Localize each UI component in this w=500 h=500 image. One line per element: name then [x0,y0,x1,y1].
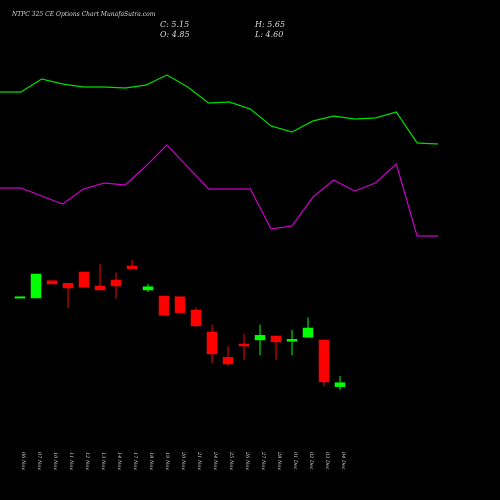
candle-body [62,283,74,289]
candle-body [158,295,170,316]
x-tick-label: 06 Nov [20,452,26,470]
candle-body [222,357,234,365]
indicator-line [0,74,439,145]
candle-body [174,296,186,313]
x-tick-label: 19 Nov [164,452,170,470]
candle-body [142,286,154,291]
x-tick-label: 20 Nov [180,451,186,470]
candle-body [270,335,282,343]
x-tick-label: 02 Dec [308,452,314,470]
x-tick-label: 03 Dec [324,452,330,470]
candle-body [126,265,138,269]
x-tick-label: 13 Nov [100,452,106,470]
candle-body [302,327,314,338]
indicator-line [0,144,438,237]
x-tick-label: 07 Nov [36,452,42,470]
x-tick-label: 14 Nov [116,452,122,470]
x-tick-label: 01 Dec [292,452,298,470]
x-tick-label: 17 Nov [132,452,138,470]
x-tick-label: 26 Nov [244,451,250,470]
candle-body [78,271,90,288]
x-tick-label: 10 Nov [52,452,58,470]
x-tick-label: 28 Nov [276,451,282,470]
x-tick-label: 11 Nov [68,452,74,470]
chart-title: NTPC 325 CE Options Chart MunafaSutra.co… [11,11,156,18]
candle-body [318,339,330,383]
x-tick-label: 18 Nov [148,452,154,470]
candle-body [190,309,202,327]
x-tick-label: 21 Nov [196,451,202,470]
close-label: C: 5.15 [160,20,189,29]
high-label: H: 5.65 [254,20,285,29]
candle-body [110,279,122,287]
candle-body [206,331,218,355]
x-tick-label: 12 Nov [84,452,90,470]
low-label: L: 4.60 [254,30,283,39]
candle-body [238,343,250,347]
x-tick-label: 04 Dec [340,452,346,470]
open-label: O: 4.85 [160,30,190,39]
x-tick-label: 24 Nov [212,451,218,470]
candle-body [46,280,58,285]
candle-body [30,273,42,299]
candle-body [334,382,346,387]
candle-body [14,296,26,299]
candle-body [94,285,106,291]
candle-body [254,335,266,341]
candle-body [286,339,298,342]
x-tick-label: 25 Nov [228,451,234,470]
x-tick-label: 27 Nov [260,451,266,470]
